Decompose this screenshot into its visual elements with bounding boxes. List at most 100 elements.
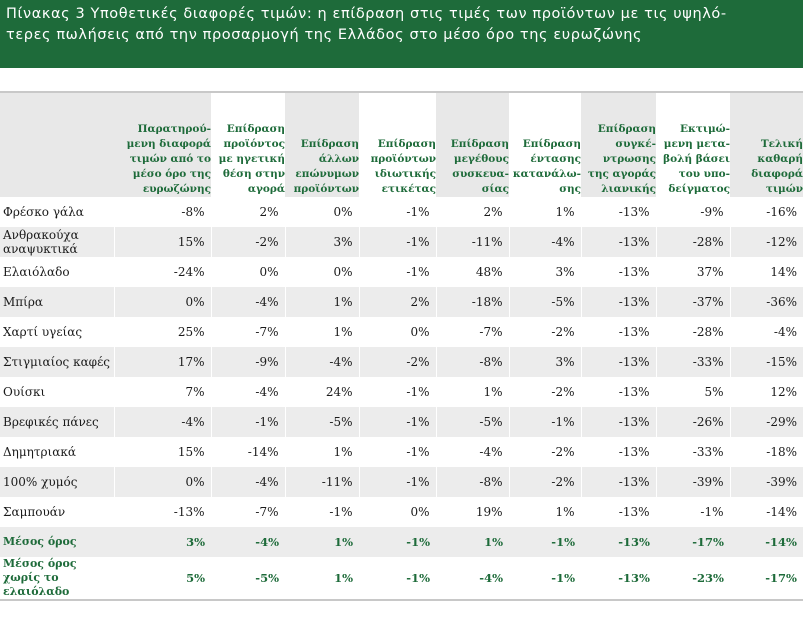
value-cell: 25% bbox=[113, 317, 211, 347]
table-row: Ελαιόλαδο -24% 0% 0% -1% 48% 3% -13% 37% 14% bbox=[0, 257, 803, 287]
value-cell: -1% bbox=[210, 407, 285, 437]
value-cell: -1% bbox=[359, 557, 436, 601]
table-row: Μέσος όρος 3% -4% 1% -1% 1% -1% -13% -17% -14% bbox=[0, 527, 803, 557]
column-header: Επίδραση προϊόντος με ηγετική θέση στην … bbox=[211, 91, 285, 197]
row-label: Μέσος όρος bbox=[0, 527, 114, 557]
value-cell: -1% bbox=[358, 227, 436, 257]
table-row: Μπίρα 0% -4% 1% 2% -18% -5% -13% -37% -36% bbox=[0, 287, 803, 317]
value-cell: -26% bbox=[655, 407, 730, 437]
price-differences-table: Παρατηρού- μενη διαφορά τιμών από το μέσ… bbox=[0, 91, 803, 601]
value-cell: -1% bbox=[509, 557, 581, 601]
value-cell: -14% bbox=[210, 437, 285, 467]
value-cell: -5% bbox=[211, 557, 285, 601]
value-cell: 1% bbox=[285, 527, 359, 557]
value-cell: -24% bbox=[113, 257, 211, 287]
value-cell: -5% bbox=[508, 287, 581, 317]
value-cell: -18% bbox=[729, 437, 803, 467]
title-bar: Πίνακας 3 Υποθετικές διαφορές τιμών: η ε… bbox=[0, 0, 803, 68]
value-cell: 12% bbox=[729, 377, 803, 407]
value-cell: -4% bbox=[211, 527, 285, 557]
row-label: Ανθρακούχα αναψυκτικά bbox=[0, 227, 114, 257]
value-cell: 2% bbox=[358, 287, 436, 317]
value-cell: -39% bbox=[655, 467, 730, 497]
value-cell: 37% bbox=[655, 257, 730, 287]
column-header: Εκτιμώ- μενη μετα- βολή βάσει του υπο- δ… bbox=[656, 91, 730, 197]
table-row: 100% χυμός 0% -4% -11% -1% -8% -2% -13% -39% -39% bbox=[0, 467, 803, 497]
table-row: Βρεφικές πάνες -4% -1% -5% -1% -5% -1% -13% -26%… bbox=[0, 407, 803, 437]
value-cell: -13% bbox=[580, 197, 656, 227]
value-cell: -13% bbox=[580, 287, 656, 317]
value-cell: -13% bbox=[113, 497, 211, 527]
value-cell: -14% bbox=[729, 497, 803, 527]
value-cell: -13% bbox=[581, 557, 656, 601]
value-cell: 48% bbox=[435, 257, 509, 287]
value-cell: -13% bbox=[580, 257, 656, 287]
column-header: Επίδραση μεγέθους συσκευα- σίας bbox=[436, 91, 509, 197]
value-cell: 2% bbox=[435, 197, 509, 227]
value-cell: -13% bbox=[580, 227, 656, 257]
value-cell: -23% bbox=[656, 557, 730, 601]
value-cell: -1% bbox=[358, 257, 436, 287]
column-header: Τελική καθαρή διαφορά τιμών bbox=[730, 91, 803, 197]
value-cell: -5% bbox=[284, 407, 359, 437]
value-cell: -2% bbox=[508, 437, 581, 467]
value-cell: -13% bbox=[580, 407, 656, 437]
value-cell: -13% bbox=[580, 377, 656, 407]
value-cell: -8% bbox=[435, 347, 509, 377]
value-cell: -1% bbox=[509, 527, 581, 557]
value-cell: 1% bbox=[508, 197, 581, 227]
column-header: Επίδραση έντασης κατανάλω- σης bbox=[509, 91, 581, 197]
value-cell: 0% bbox=[284, 257, 359, 287]
value-cell: 14% bbox=[729, 257, 803, 287]
value-cell: 0% bbox=[113, 467, 211, 497]
value-cell: 1% bbox=[284, 317, 359, 347]
value-cell: 0% bbox=[284, 197, 359, 227]
value-cell: 0% bbox=[210, 257, 285, 287]
value-cell: -13% bbox=[580, 437, 656, 467]
value-cell: -7% bbox=[210, 317, 285, 347]
value-cell: -7% bbox=[210, 497, 285, 527]
value-cell: -5% bbox=[435, 407, 509, 437]
value-cell: -1% bbox=[358, 377, 436, 407]
value-cell: -13% bbox=[581, 527, 656, 557]
row-label: Χαρτί υγείας bbox=[0, 317, 114, 347]
value-cell: 0% bbox=[113, 287, 211, 317]
value-cell: -33% bbox=[655, 347, 730, 377]
value-cell: -4% bbox=[113, 407, 211, 437]
value-cell: 0% bbox=[358, 317, 436, 347]
value-cell: 1% bbox=[436, 527, 509, 557]
value-cell: 1% bbox=[508, 497, 581, 527]
value-cell: 3% bbox=[508, 257, 581, 287]
value-cell: -28% bbox=[655, 317, 730, 347]
value-cell: -2% bbox=[508, 377, 581, 407]
value-cell: -4% bbox=[436, 557, 509, 601]
row-label: Μέσος όρος χωρίς το ελαιόλαδο bbox=[0, 557, 114, 601]
value-cell: -11% bbox=[435, 227, 509, 257]
table-row: Δημητριακά 15% -14% 1% -1% -4% -2% -13% -33% -18% bbox=[0, 437, 803, 467]
row-label: Ουίσκι bbox=[0, 377, 114, 407]
value-cell: -1% bbox=[358, 407, 436, 437]
value-cell: 19% bbox=[435, 497, 509, 527]
value-cell: -4% bbox=[210, 287, 285, 317]
value-cell: -17% bbox=[730, 557, 803, 601]
value-cell: -2% bbox=[508, 317, 581, 347]
value-cell: 5% bbox=[114, 557, 211, 601]
row-label: Σαμπουάν bbox=[0, 497, 114, 527]
row-label: Μπίρα bbox=[0, 287, 114, 317]
value-cell: -28% bbox=[655, 227, 730, 257]
value-cell: -8% bbox=[435, 467, 509, 497]
value-cell: 1% bbox=[285, 557, 359, 601]
value-cell: -2% bbox=[210, 227, 285, 257]
value-cell: -4% bbox=[729, 317, 803, 347]
value-cell: -9% bbox=[655, 197, 730, 227]
value-cell: 5% bbox=[655, 377, 730, 407]
value-cell: -16% bbox=[729, 197, 803, 227]
value-cell: -4% bbox=[435, 437, 509, 467]
value-cell: 1% bbox=[284, 437, 359, 467]
table-row: Στιγμιαίος καφές 17% -9% -4% -2% -8% 3% -13% -33… bbox=[0, 347, 803, 377]
value-cell: 17% bbox=[113, 347, 211, 377]
value-cell: -9% bbox=[210, 347, 285, 377]
value-cell: -4% bbox=[210, 467, 285, 497]
value-cell: -4% bbox=[284, 347, 359, 377]
row-label: 100% χυμός bbox=[0, 467, 114, 497]
